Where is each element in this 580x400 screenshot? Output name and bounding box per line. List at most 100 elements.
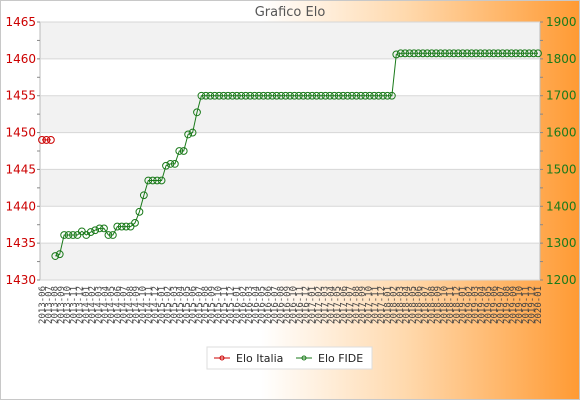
legend-label: Elo Italia (236, 352, 283, 365)
x-tick-label: 2018-11 (446, 286, 456, 324)
data-point (162, 161, 170, 170)
x-tick-label: 2016-11 (295, 286, 305, 324)
x-tick-label: 2015-11 (220, 286, 230, 324)
data-point (197, 91, 206, 100)
data-point (113, 222, 122, 231)
data-point (55, 250, 64, 259)
data-point (64, 231, 73, 239)
data-point (516, 49, 525, 58)
data-point (445, 49, 454, 58)
plot-band (40, 95, 540, 133)
data-point (303, 91, 312, 100)
x-tick-label: 2015-02 (164, 286, 174, 324)
data-point (246, 91, 255, 100)
x-tick-label: 2013-12 (76, 286, 86, 324)
data-point (201, 91, 210, 100)
x-tick-label: 2019-06 (490, 286, 500, 324)
data-point (511, 49, 520, 58)
data-point (476, 49, 485, 58)
data-point (485, 49, 494, 58)
data-point (348, 91, 356, 100)
x-tick-label: 2018-10 (440, 286, 450, 324)
x-axis: 2013-062013-072013-082013-092013-102013-… (38, 286, 544, 324)
x-tick-label: 2017-02 (314, 286, 324, 324)
data-point (268, 91, 277, 100)
data-point (38, 136, 46, 144)
data-point (232, 91, 241, 100)
legend-box (206, 346, 373, 370)
right-axis: 1200 1300 1400 1500 1600 1700 1800 1900 (540, 15, 577, 287)
x-tick-label: 2019-05 (484, 286, 494, 324)
x-tick-label: 2019-03 (471, 286, 481, 324)
x-tick-label: 2016-06 (264, 286, 274, 324)
x-tick-label: 2017-10 (364, 286, 374, 324)
x-tick-label: 2016-09 (283, 286, 293, 324)
data-point (467, 49, 476, 58)
data-point (91, 226, 100, 235)
data-point (498, 49, 507, 58)
x-tick-label: 2014-10 (138, 286, 148, 324)
data-point (122, 222, 131, 231)
x-tick-label: 2014-05 (107, 286, 117, 324)
data-point (259, 91, 268, 100)
data-point (135, 207, 144, 216)
x-tick-label: 2018-07 (421, 286, 431, 324)
data-point (294, 91, 303, 100)
x-tick-label: 2017-01 (308, 286, 318, 324)
data-point (334, 91, 343, 100)
y-right-tick-label: 1900 (546, 15, 577, 29)
x-tick-label: 2017-05 (333, 286, 343, 324)
x-tick-label: 2013-08 (51, 286, 61, 324)
x-tick-label: 2017-09 (358, 286, 368, 324)
x-tick-label: 2014-09 (132, 286, 142, 324)
plot-band (40, 169, 540, 207)
x-tick-label: 2018-03 (396, 286, 406, 324)
x-tick-label: 2013-09 (57, 286, 67, 324)
data-point (255, 91, 263, 100)
data-point (263, 91, 272, 100)
x-tick-label: 2014-02 (88, 286, 98, 324)
y-left-tick-label: 1455 (5, 89, 36, 103)
series-layer (38, 49, 542, 260)
data-point (494, 49, 503, 58)
data-point (321, 91, 330, 100)
data-point (241, 91, 250, 100)
x-tick-label: 2013-06 (38, 286, 48, 324)
x-tick-label: 2018-06 (415, 286, 425, 324)
data-point (308, 91, 317, 100)
data-point (86, 228, 95, 236)
data-point (463, 49, 472, 58)
data-point (370, 91, 379, 100)
chart-title: Grafico Elo (255, 5, 326, 20)
data-point (472, 49, 480, 58)
plot-band (40, 243, 540, 280)
y-right-tick-label: 1600 (546, 126, 577, 140)
data-point (100, 224, 108, 233)
data-point (410, 49, 418, 58)
y-right-tick-label: 1400 (546, 199, 577, 213)
data-point (480, 49, 489, 58)
data-point (237, 91, 246, 100)
x-tick-label: 2015-04 (176, 286, 186, 324)
data-point (365, 91, 374, 100)
x-tick-label: 2016-12 (302, 286, 312, 324)
data-point (432, 49, 441, 58)
x-tick-label: 2016-05 (258, 286, 268, 324)
data-point (60, 231, 69, 239)
data-point (454, 49, 463, 58)
data-point (46, 136, 55, 144)
x-tick-label: 2018-04 (402, 286, 412, 324)
data-point (272, 91, 281, 100)
y-left-tick-label: 1440 (5, 199, 36, 213)
x-tick-label: 2015-12 (226, 286, 236, 324)
x-tick-label: 2016-02 (239, 286, 249, 324)
x-tick-label: 2018-02 (390, 286, 400, 324)
x-tick-label: 2019-04 (477, 286, 487, 324)
x-tick-label: 2017-11 (371, 286, 381, 324)
y-left-tick-label: 1430 (5, 273, 36, 287)
y-left-tick-label: 1450 (5, 126, 36, 140)
data-point (387, 91, 396, 100)
data-point (144, 176, 153, 185)
data-point (529, 49, 538, 58)
